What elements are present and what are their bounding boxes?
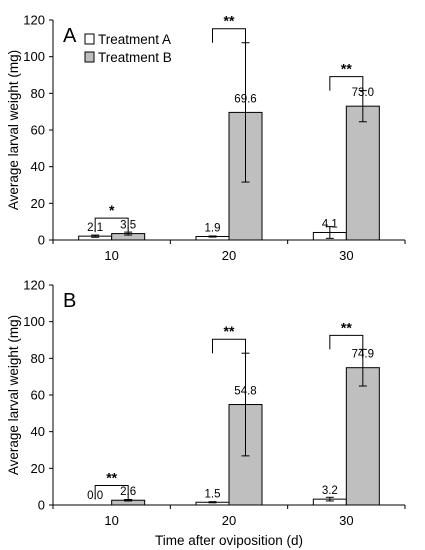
panel-label: A <box>63 25 77 47</box>
y-tick-label: 80 <box>31 86 45 101</box>
significance-bracket <box>94 485 129 500</box>
significance-marker: ** <box>341 61 352 77</box>
significance-bracket <box>94 217 129 233</box>
y-tick-label: 20 <box>31 461 45 476</box>
x-tick-label: 20 <box>222 513 236 528</box>
panel-label: B <box>63 290 76 312</box>
y-tick-label: 60 <box>31 123 45 138</box>
bar-treatment-b-30 <box>345 367 380 506</box>
significance-marker: ** <box>224 13 235 29</box>
bar-value-label: 3.2 <box>322 485 338 497</box>
significance-bracket <box>329 76 364 91</box>
legend: Treatment A Treatment B <box>84 32 172 65</box>
bar-value-label: 74.9 <box>352 349 374 361</box>
bar-value-label: 69.6 <box>234 93 256 105</box>
bar-value-label: 4.1 <box>322 218 338 230</box>
bar-value-label: 1.5 <box>205 488 221 500</box>
significance-marker: * <box>109 202 115 218</box>
significance-bracket <box>212 338 246 354</box>
y-tick-label: 100 <box>23 49 45 64</box>
y-tick-label: 40 <box>31 424 45 439</box>
bar-value-label: 73.0 <box>352 87 374 99</box>
chart-panel-a: 0 20 40 60 80 100 120 10 20 30 Average larval weig… <box>6 13 406 263</box>
y-tick-label: 80 <box>31 351 45 366</box>
y-tick-label: 120 <box>23 278 45 293</box>
x-tick-label: 30 <box>339 248 353 263</box>
legend-label: Treatment A <box>98 32 171 47</box>
x-tick-label: 20 <box>222 248 236 263</box>
x-tick-label: 10 <box>104 248 118 263</box>
y-tick-label: 0 <box>38 498 45 513</box>
y-tick-label: 0 <box>38 233 45 248</box>
chart-panel-b: 0 20 40 60 80 100 120 10 20 30 Average larval weig… <box>6 278 406 548</box>
y-tick-label: 40 <box>31 159 45 174</box>
significance-bracket <box>212 28 246 43</box>
significance-marker: ** <box>224 323 235 339</box>
y-axis-title: Average larval weight (mg) <box>6 50 21 210</box>
bar-value-label: 54.8 <box>234 386 256 398</box>
bar-treatment-b-30 <box>345 105 380 241</box>
bar-value-label: 1.9 <box>205 223 221 235</box>
legend-swatch <box>84 51 95 63</box>
significance-marker: ** <box>341 319 352 335</box>
y-tick-label: 100 <box>23 314 45 329</box>
y-tick-label: 20 <box>31 196 45 211</box>
x-tick-label: 10 <box>104 513 118 528</box>
x-tick-label: 30 <box>339 513 353 528</box>
legend-label: Treatment B <box>98 50 172 65</box>
significance-marker: ** <box>106 470 117 486</box>
x-axis-title: Time after oviposition (d) <box>155 533 303 548</box>
significance-bracket <box>329 334 364 350</box>
y-axis-title: Average larval weight (mg) <box>6 315 21 475</box>
y-tick-label: 120 <box>23 13 45 28</box>
legend-swatch <box>84 33 95 45</box>
y-tick-label: 60 <box>31 388 45 403</box>
